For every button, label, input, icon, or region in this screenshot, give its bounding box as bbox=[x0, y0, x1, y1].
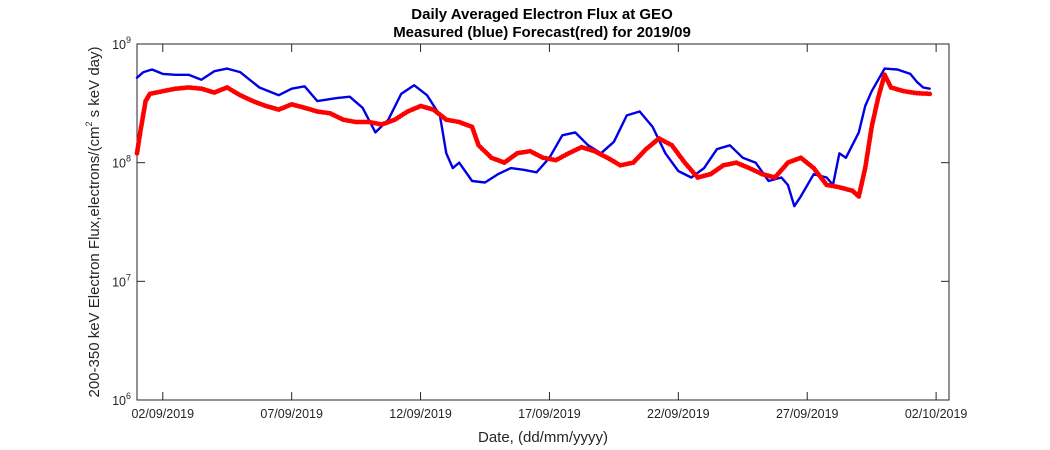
y-tick-label: 108 bbox=[112, 154, 131, 171]
x-tick-label: 02/10/2019 bbox=[905, 407, 968, 421]
x-axis-label: Date, (dd/mm/yyyy) bbox=[478, 429, 608, 446]
y-tick-base: 10 bbox=[112, 275, 126, 289]
chart-title: Daily Averaged Electron Flux at GEO bbox=[411, 6, 673, 23]
y-tick-exponent: 7 bbox=[126, 272, 131, 282]
y-tick-base: 10 bbox=[112, 38, 126, 52]
y-tick-base: 10 bbox=[112, 394, 126, 408]
y-tick-label: 106 bbox=[112, 391, 131, 408]
x-axis: 02/09/2019 07/09/2019 12/09/2019 17/09/2019… bbox=[131, 44, 967, 421]
y-tick-exponent: 6 bbox=[126, 391, 131, 401]
x-tick-label: 27/09/2019 bbox=[776, 407, 839, 421]
chart-subtitle: Measured (blue) Forecast(red) for 2019/0… bbox=[393, 24, 691, 41]
y-axis-label: 200-350 keV Electron Flux,electrons/(cm2… bbox=[84, 46, 103, 397]
series-line-measured bbox=[135, 67, 931, 208]
y-tick-label: 107 bbox=[112, 272, 131, 289]
y-tick-exponent: 8 bbox=[126, 154, 131, 164]
x-tick-label: 22/09/2019 bbox=[647, 407, 710, 421]
series-layer bbox=[134, 67, 933, 208]
y-tick-label: 109 bbox=[112, 35, 131, 52]
plot-area bbox=[136, 43, 950, 401]
y-axis-label-tail: s keV day) bbox=[86, 46, 103, 121]
y-axis-label-superscript: 2 bbox=[84, 122, 94, 127]
y-tick-exponent: 9 bbox=[126, 35, 131, 45]
x-tick-label: 12/09/2019 bbox=[389, 407, 452, 421]
series-forecast bbox=[134, 72, 933, 199]
y-axis-label-main: 200-350 keV Electron Flux,electrons/(cm bbox=[86, 127, 103, 398]
x-tick-label: 02/09/2019 bbox=[131, 407, 194, 421]
y-tick-base: 10 bbox=[112, 157, 126, 171]
forecast-point bbox=[927, 91, 933, 97]
x-tick-label: 07/09/2019 bbox=[260, 407, 323, 421]
x-tick-label: 17/09/2019 bbox=[518, 407, 581, 421]
